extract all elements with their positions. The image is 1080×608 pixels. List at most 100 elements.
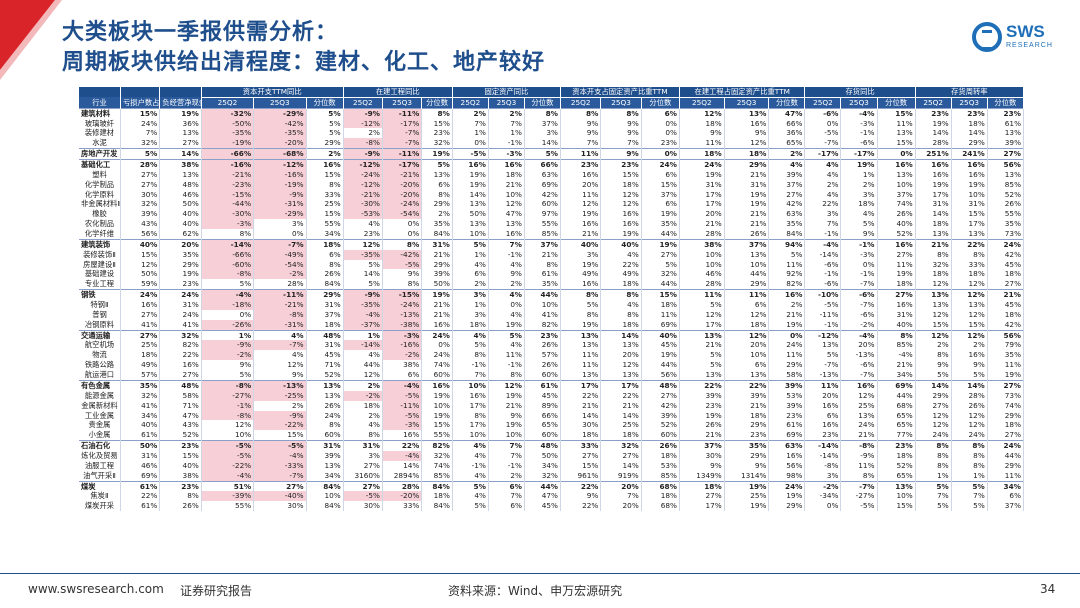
table-cell: -1% xyxy=(488,249,525,260)
table-cell: 13% xyxy=(987,128,1024,139)
table-cell: 26% xyxy=(159,501,202,512)
table-cell: 7% xyxy=(488,440,525,451)
table-cell: -12% xyxy=(343,179,383,190)
table-cell: 44% xyxy=(343,360,383,371)
table-cell: -42% xyxy=(382,249,423,260)
table-cell: -13% xyxy=(804,370,842,381)
table-cell: 32% xyxy=(421,450,453,461)
table-cell: -15% xyxy=(382,289,423,301)
table-cell: 10% xyxy=(488,189,525,200)
table-cell: -39% xyxy=(201,491,255,502)
table-cell: 12% xyxy=(951,309,988,320)
table-cell: 29% xyxy=(306,289,344,301)
table-cell: -6% xyxy=(840,138,878,149)
table-cell: 11% xyxy=(560,148,602,160)
table-cell: 4% xyxy=(452,440,489,451)
table-cell: 22% xyxy=(560,390,602,401)
table-cell: -20% xyxy=(382,179,423,190)
table-cell: 9% xyxy=(915,360,952,371)
table-cell: 39% xyxy=(641,410,680,421)
table-cell: 44% xyxy=(524,480,561,492)
table-cell: -1% xyxy=(840,128,878,139)
table-cell: 82% xyxy=(421,440,453,451)
table-cell: 6% xyxy=(452,269,489,280)
subsector-row: 农化制品 43% 40% -3% 3% 55% 4% 0% 35% 13% 13% 55% 16% 16%… xyxy=(79,219,1024,230)
table-cell: -31% xyxy=(253,319,307,331)
table-cell: -15% xyxy=(201,189,255,200)
table-cell: 68% xyxy=(641,501,680,512)
table-cell: 0% xyxy=(382,229,423,240)
footer-divider xyxy=(0,573,1080,574)
table-cell: 9% xyxy=(600,128,642,139)
table-cell: 8% xyxy=(343,430,383,441)
table-cell: 25% xyxy=(600,420,642,431)
footer-url[interactable]: www.swsresearch.com xyxy=(28,582,164,596)
table-cell: 19% xyxy=(560,319,602,331)
table-cell: 30% xyxy=(253,501,307,512)
table-cell: 1% xyxy=(452,128,489,139)
group-header-row: 资本开支TTM同比 在建工程同比 固定资产同比 资本开支占固定资产比重TTM 在… xyxy=(79,87,1024,98)
table-cell: 29% xyxy=(724,450,770,461)
industry-name: 航空机场 xyxy=(79,340,121,351)
table-cell: 35% xyxy=(421,219,453,230)
table-cell: 16% xyxy=(120,300,161,310)
table-cell: 32% xyxy=(915,259,952,270)
group-header-capex: 资本开支TTM同比 xyxy=(201,87,344,98)
table-cell: 1% xyxy=(915,470,952,482)
industry-name: 特钢Ⅱ xyxy=(79,300,121,310)
table-cell: 25% xyxy=(306,199,344,210)
table-cell: -21% xyxy=(343,189,383,200)
table-cell: 11% xyxy=(724,289,770,301)
industry-name: 专业工程 xyxy=(79,279,121,290)
table-cell: -4% xyxy=(201,289,255,301)
industry-name: 航运港口 xyxy=(79,370,121,381)
table-cell: -23% xyxy=(201,179,255,190)
table-cell: 84% xyxy=(421,229,453,240)
table-cell: 21% xyxy=(679,340,725,351)
table-cell: 3160% xyxy=(343,470,383,482)
table-cell: 23% xyxy=(600,158,642,170)
table-cell: 8% xyxy=(306,259,344,270)
table-cell: 74% xyxy=(877,199,916,210)
table-cell: 28% xyxy=(679,279,725,290)
table-cell: 6% xyxy=(488,501,525,512)
table-cell: 19% xyxy=(915,179,952,190)
table-cell: -27% xyxy=(840,491,878,502)
table-cell: 11% xyxy=(987,360,1024,371)
table-cell: 33% xyxy=(951,259,988,270)
table-cell: 19% xyxy=(452,179,489,190)
table-cell: 42% xyxy=(524,189,561,200)
table-cell: 29% xyxy=(768,501,806,512)
page-number: 34 xyxy=(1040,582,1056,596)
table-cell: -5% xyxy=(382,390,423,401)
table-cell: 23% xyxy=(951,107,988,119)
column-header: 25Q3 xyxy=(382,97,423,109)
table-cell: 12% xyxy=(488,199,525,210)
table-cell: -9% xyxy=(343,148,383,160)
table-cell: 27% xyxy=(343,460,383,471)
table-cell: 27% xyxy=(253,480,307,492)
table-cell: -3% xyxy=(840,118,878,129)
table-cell: -5% xyxy=(840,501,878,512)
industry-name: 炼化及贸易 xyxy=(79,450,121,461)
table-cell: 24% xyxy=(421,329,453,341)
table-cell: 18% xyxy=(600,179,642,190)
table-cell: 61% xyxy=(120,501,161,512)
table-cell: -16% xyxy=(253,169,307,180)
table-cell: 12% xyxy=(724,309,770,320)
table-cell: -1% xyxy=(452,360,489,371)
table-cell: 11% xyxy=(877,259,916,270)
table-cell: -3% xyxy=(382,329,423,341)
sector-row: 建筑装饰 40% 20% -14% -7% 18% 12% 8% 31% 5% 7% 37% 40% 40… xyxy=(79,238,1024,250)
table-cell: 21% xyxy=(560,400,602,411)
table-cell: 38% xyxy=(382,360,423,371)
table-cell: 82% xyxy=(159,340,202,351)
table-cell: 7% xyxy=(915,491,952,502)
table-cell: -3% xyxy=(488,148,525,160)
table-cell: 12% xyxy=(724,138,770,149)
table-cell: 7% xyxy=(951,491,988,502)
table-cell: 2% xyxy=(343,379,383,391)
table-cell: 16% xyxy=(877,238,916,250)
table-cell: -66% xyxy=(201,148,255,160)
table-cell: 35% xyxy=(987,350,1024,361)
